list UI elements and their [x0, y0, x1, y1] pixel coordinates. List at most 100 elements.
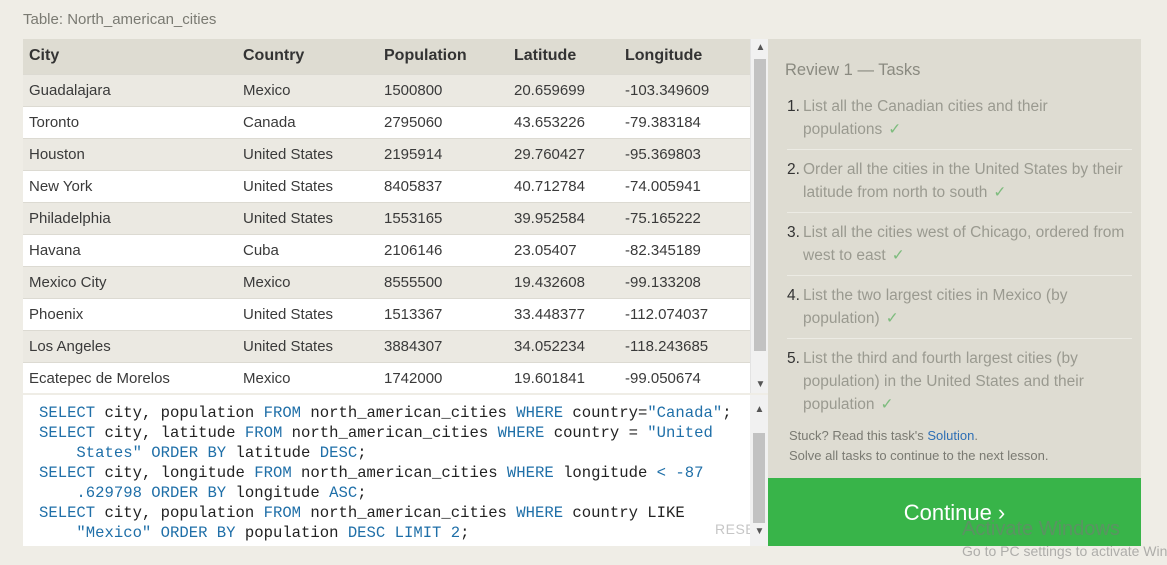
- table-caption: Table: North_american_cities: [23, 11, 217, 28]
- task-item: 5. List the third and fourth largest citi…: [787, 347, 1132, 424]
- code-string: "Canada": [647, 404, 723, 422]
- code-text: longitude: [553, 464, 657, 482]
- table-row: Philadelphia United States 1553165 39.95258…: [23, 201, 750, 234]
- continue-button[interactable]: Continue ›: [768, 478, 1141, 546]
- cell-latitude: 33.448377: [508, 297, 619, 330]
- code-keyword: WHERE: [497, 424, 545, 442]
- code-text: city, latitude: [95, 424, 245, 442]
- sql-code[interactable]: SELECT city, population FROM north_ameri…: [39, 403, 739, 543]
- table-scrollbar[interactable]: ▲ ▼: [750, 39, 769, 393]
- code-string: "United: [647, 424, 713, 442]
- cell-country: Cuba: [237, 233, 378, 266]
- task-number: 2.: [787, 161, 800, 178]
- cell-city: Havana: [23, 233, 237, 266]
- code-line: SELECT city, latitude FROM north_america…: [39, 423, 739, 443]
- cell-longitude: -118.243685: [619, 329, 750, 362]
- code-text: city, population: [95, 404, 264, 422]
- cell-country: Mexico: [237, 361, 378, 393]
- table-row: Toronto Canada 2795060 43.653226 -79.383184: [23, 105, 750, 138]
- code-line: "Mexico" ORDER BY population DESC LIMIT …: [39, 523, 739, 543]
- code-string: "Mexico": [39, 524, 152, 542]
- cell-population: 3884307: [378, 329, 508, 362]
- scroll-down-arrow-icon[interactable]: ▼: [755, 379, 766, 390]
- table-row: Phoenix United States 1513367 33.448377 -112…: [23, 297, 750, 330]
- cell-latitude: 39.952584: [508, 201, 619, 234]
- code-text: ;: [357, 444, 367, 462]
- tasks-title: Review 1 — Tasks: [785, 61, 921, 79]
- code-line: SELECT city, population FROM north_ameri…: [39, 503, 739, 523]
- code-text: north_american_cities: [291, 464, 507, 482]
- code-string: States": [39, 444, 142, 462]
- code-line: States" ORDER BY latitude DESC;: [39, 443, 739, 463]
- task-text: List all the Canadian cities and their p…: [803, 98, 1048, 138]
- code-keyword: DESC: [347, 524, 386, 542]
- code-text: ;: [357, 484, 367, 502]
- code-line: SELECT city, longitude FROM north_americ…: [39, 463, 739, 483]
- task-item: 2. Order all the cities in the United Sta…: [787, 158, 1132, 213]
- table-row: Guadalajara Mexico 1500800 20.659699 -103.34…: [23, 73, 750, 106]
- checkmark-icon: ✓: [885, 310, 899, 327]
- checkmark-icon: ✓: [891, 247, 905, 264]
- scroll-thumb[interactable]: [754, 59, 766, 351]
- task-number: 3.: [787, 224, 800, 241]
- code-line: SELECT city, population FROM north_ameri…: [39, 403, 739, 423]
- cell-population: 2106146: [378, 233, 508, 266]
- code-keyword: ASC: [329, 484, 358, 502]
- cell-city: Ecatepec de Morelos: [23, 361, 237, 393]
- cell-population: 8555500: [378, 265, 508, 298]
- cell-longitude: -103.349609: [619, 73, 750, 106]
- solution-link[interactable]: Solution: [927, 428, 975, 443]
- code-keyword: 2: [450, 524, 461, 542]
- task-item: 4. List the two largest cities in Mexico …: [787, 284, 1132, 339]
- cell-longitude: -99.050674: [619, 361, 750, 393]
- editor-scroll-up-arrow-icon[interactable]: ▲: [754, 404, 765, 415]
- scroll-up-arrow-icon[interactable]: ▲: [755, 42, 766, 53]
- code-keyword: SELECT: [39, 424, 96, 442]
- stuck-text: Stuck? Read this task's: [789, 428, 928, 443]
- cell-latitude: 34.052234: [508, 329, 619, 362]
- cell-country: United States: [237, 169, 378, 202]
- cell-population: 2195914: [378, 137, 508, 170]
- task-number: 1.: [787, 98, 800, 115]
- tasks-panel: Review 1 — Tasks 1. List all the Canadian…: [768, 39, 1141, 478]
- editor-scrollbar[interactable]: ▲ ▼: [750, 395, 769, 546]
- table-row: Ecatepec de Morelos Mexico 1742000 19.60184…: [23, 361, 750, 393]
- sql-editor[interactable]: SELECT city, population FROM north_ameri…: [23, 395, 769, 546]
- editor-scroll-down-arrow-icon[interactable]: ▼: [754, 526, 765, 537]
- table-row: Mexico City Mexico 8555500 19.432608 -99.133…: [23, 265, 750, 298]
- checkmark-icon: ✓: [880, 396, 894, 413]
- cell-population: 2795060: [378, 105, 508, 138]
- code-text: population: [235, 524, 348, 542]
- code-text: north_american_cities: [301, 404, 517, 422]
- cell-country: Mexico: [237, 73, 378, 106]
- code-keyword: WHERE: [506, 464, 554, 482]
- code-text: [666, 464, 675, 482]
- cell-latitude: 23.05407: [508, 233, 619, 266]
- task-item: 3. List all the cities west of Chicago, o…: [787, 221, 1132, 276]
- cell-latitude: 19.432608: [508, 265, 619, 298]
- task-text: Order all the cities in the United State…: [803, 161, 1123, 201]
- cell-city: New York: [23, 169, 237, 202]
- windows-activation-watermark: Activate Windows Go to PC settings to ac…: [962, 518, 1167, 559]
- code-text: country LIKE: [563, 504, 685, 522]
- cell-latitude: 43.653226: [508, 105, 619, 138]
- code-text: north_american_cities: [282, 424, 498, 442]
- task-list: 1. List all the Canadian cities and their…: [787, 95, 1132, 432]
- table-row: Houston United States 2195914 29.760427 -95.…: [23, 137, 750, 170]
- cell-latitude: 40.712784: [508, 169, 619, 202]
- cell-latitude: 19.601841: [508, 361, 619, 393]
- cell-city: Los Angeles: [23, 329, 237, 362]
- cell-country: Mexico: [237, 265, 378, 298]
- code-text: city, population: [95, 504, 264, 522]
- code-text: longitude: [226, 484, 330, 502]
- cell-longitude: -82.345189: [619, 233, 750, 266]
- code-text: [385, 524, 394, 542]
- code-keyword: ORDER BY: [151, 444, 227, 462]
- cell-city: Houston: [23, 137, 237, 170]
- editor-scroll-thumb[interactable]: [753, 433, 765, 523]
- cell-population: 1742000: [378, 361, 508, 393]
- code-text: ;: [460, 524, 470, 542]
- cell-population: 1553165: [378, 201, 508, 234]
- column-header-population: Population: [378, 39, 508, 74]
- code-text: [142, 444, 151, 462]
